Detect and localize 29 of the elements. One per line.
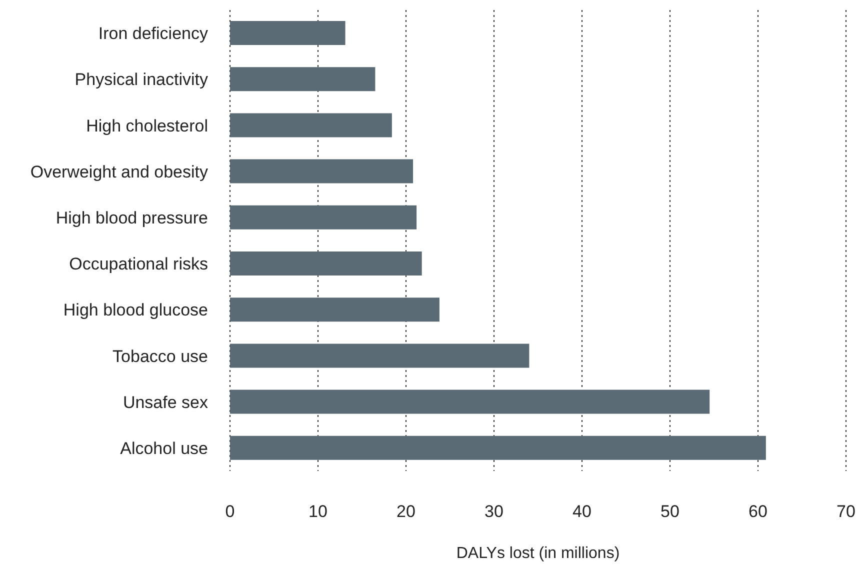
x-tick-label: 70 — [836, 502, 856, 522]
bar — [230, 436, 766, 460]
x-tick-label: 60 — [748, 502, 768, 522]
x-tick-label: 20 — [396, 502, 416, 522]
bar — [230, 159, 414, 184]
y-tick-label: Physical inactivity — [74, 70, 208, 90]
bar — [230, 344, 530, 368]
bar — [230, 252, 422, 276]
bar — [230, 390, 710, 414]
y-tick-label: Iron deficiency — [98, 24, 208, 44]
x-axis-title: DALYs lost (in millions) — [456, 545, 620, 562]
x-tick-label: 30 — [484, 502, 504, 522]
bar — [230, 21, 346, 45]
y-tick-label: High cholesterol — [86, 116, 208, 136]
x-tick-label: 50 — [660, 502, 680, 522]
y-tick-label: Unsafe sex — [122, 392, 208, 412]
x-tick-label: 40 — [572, 502, 592, 522]
bar — [230, 298, 440, 322]
y-tick-label: High blood pressure — [56, 208, 208, 228]
x-tick-label: 10 — [308, 502, 328, 522]
y-tick-label: Occupational risks — [69, 254, 208, 274]
bar — [230, 113, 392, 138]
y-tick-label: Alcohol use — [120, 438, 208, 458]
y-tick-label: High blood glucose — [63, 300, 208, 320]
y-tick-label: Tobacco use — [112, 346, 208, 366]
bar — [230, 205, 417, 230]
x-tick-label: 0 — [225, 502, 235, 522]
y-tick-label: Overweight and obesity — [30, 162, 208, 182]
bar — [230, 67, 376, 92]
